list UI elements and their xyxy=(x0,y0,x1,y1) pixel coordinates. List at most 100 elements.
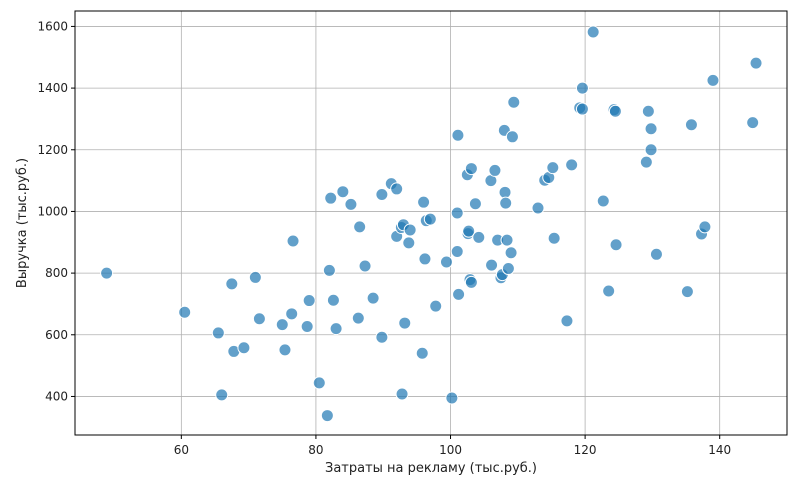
scatter-point xyxy=(275,318,289,332)
scatter-point xyxy=(500,233,514,247)
scatter-point xyxy=(100,266,114,280)
scatter-point xyxy=(547,231,561,245)
scatter-point xyxy=(278,343,292,357)
scatter-point xyxy=(351,311,365,325)
scatter-point xyxy=(286,234,300,248)
scatter-point xyxy=(698,220,712,234)
scatter-point xyxy=(596,194,610,208)
scatter-point xyxy=(505,130,519,144)
scatter-point xyxy=(644,143,658,157)
scatter-point xyxy=(464,275,478,289)
scatter-point xyxy=(639,155,653,169)
scatter-point xyxy=(178,305,192,319)
y-tick-label: 1000 xyxy=(37,204,68,218)
scatter-point xyxy=(402,236,416,250)
scatter-point xyxy=(375,330,389,344)
scatter-point xyxy=(322,263,336,277)
scatter-point xyxy=(423,212,437,226)
scatter-point xyxy=(252,312,266,326)
scatter-point xyxy=(504,246,518,260)
scatter-point xyxy=(575,102,589,116)
scatter-point xyxy=(329,322,343,336)
scatter-point xyxy=(586,25,600,39)
scatter-point xyxy=(211,326,225,340)
scatter-point xyxy=(415,346,429,360)
scatter-point xyxy=(498,185,512,199)
scatter-point xyxy=(641,104,655,118)
scatter-point xyxy=(507,95,521,109)
scatter-points xyxy=(100,25,763,423)
scatter-point xyxy=(644,122,658,136)
grid xyxy=(75,11,787,435)
scatter-point xyxy=(336,185,350,199)
scatter-point xyxy=(285,307,299,321)
scatter-point xyxy=(395,387,409,401)
scatter-point xyxy=(375,187,389,201)
scatter-point xyxy=(684,118,698,132)
scatter-point xyxy=(749,56,763,70)
scatter-point xyxy=(565,158,579,172)
scatter-point xyxy=(680,285,694,299)
scatter-point xyxy=(344,197,358,211)
scatter-point xyxy=(451,128,465,142)
scatter-point xyxy=(706,73,720,87)
scatter-point xyxy=(353,220,367,234)
scatter-point xyxy=(450,206,464,220)
scatter-point xyxy=(225,277,239,291)
scatter-point xyxy=(320,409,334,423)
scatter-point xyxy=(445,391,459,405)
y-axis-label: Выручка (тыс.руб.) xyxy=(15,158,30,288)
y-tick-label: 800 xyxy=(45,266,68,280)
scatter-point xyxy=(499,196,513,210)
scatter-point xyxy=(609,238,623,252)
scatter-point xyxy=(417,195,431,209)
scatter-point xyxy=(358,259,372,273)
x-tick-label: 60 xyxy=(174,443,189,457)
scatter-point xyxy=(237,341,251,355)
scatter-point xyxy=(418,252,432,266)
scatter-point xyxy=(602,284,616,298)
x-tick-label: 80 xyxy=(308,443,323,457)
scatter-point xyxy=(560,314,574,328)
scatter-point xyxy=(468,197,482,211)
scatter-point xyxy=(575,81,589,95)
x-tick-label: 120 xyxy=(574,443,597,457)
y-tick-label: 1400 xyxy=(37,81,68,95)
scatter-point xyxy=(302,294,316,308)
x-axis-label: Затраты на рекламу (тыс.руб.) xyxy=(325,461,537,476)
scatter-point xyxy=(429,299,443,313)
scatter-point xyxy=(464,162,478,176)
scatter-point xyxy=(746,116,760,130)
scatter-point xyxy=(403,223,417,237)
scatter-point xyxy=(390,182,404,196)
scatter-point xyxy=(312,376,326,390)
scatter-point xyxy=(300,319,314,333)
scatter-point xyxy=(215,388,229,402)
scatter-point xyxy=(452,287,466,301)
y-tick-label: 600 xyxy=(45,328,68,342)
scatter-point xyxy=(248,270,262,284)
scatter-point xyxy=(501,261,515,275)
scatter-point xyxy=(608,104,622,118)
scatter-point xyxy=(439,255,453,269)
axis-ticks: 60 80 100 120 140 400 600 800 1000 1200 1400 1600 xyxy=(37,19,731,457)
scatter-point xyxy=(531,201,545,215)
scatter-point xyxy=(366,291,380,305)
scatter-point xyxy=(450,245,464,259)
scatter-point xyxy=(472,230,486,244)
scatter-point xyxy=(485,258,499,272)
scatter-point xyxy=(324,191,338,205)
y-tick-label: 1200 xyxy=(37,143,68,157)
x-tick-label: 140 xyxy=(708,443,731,457)
plot-frame xyxy=(74,10,788,436)
y-tick-label: 1600 xyxy=(37,19,68,33)
scatter-point xyxy=(546,161,560,175)
y-tick-label: 400 xyxy=(45,389,68,403)
x-tick-label: 100 xyxy=(439,443,462,457)
scatter-point xyxy=(462,224,476,238)
scatter-point xyxy=(488,163,502,177)
scatter-point xyxy=(326,293,340,307)
scatter-point xyxy=(398,316,412,330)
scatter-point xyxy=(649,247,663,261)
